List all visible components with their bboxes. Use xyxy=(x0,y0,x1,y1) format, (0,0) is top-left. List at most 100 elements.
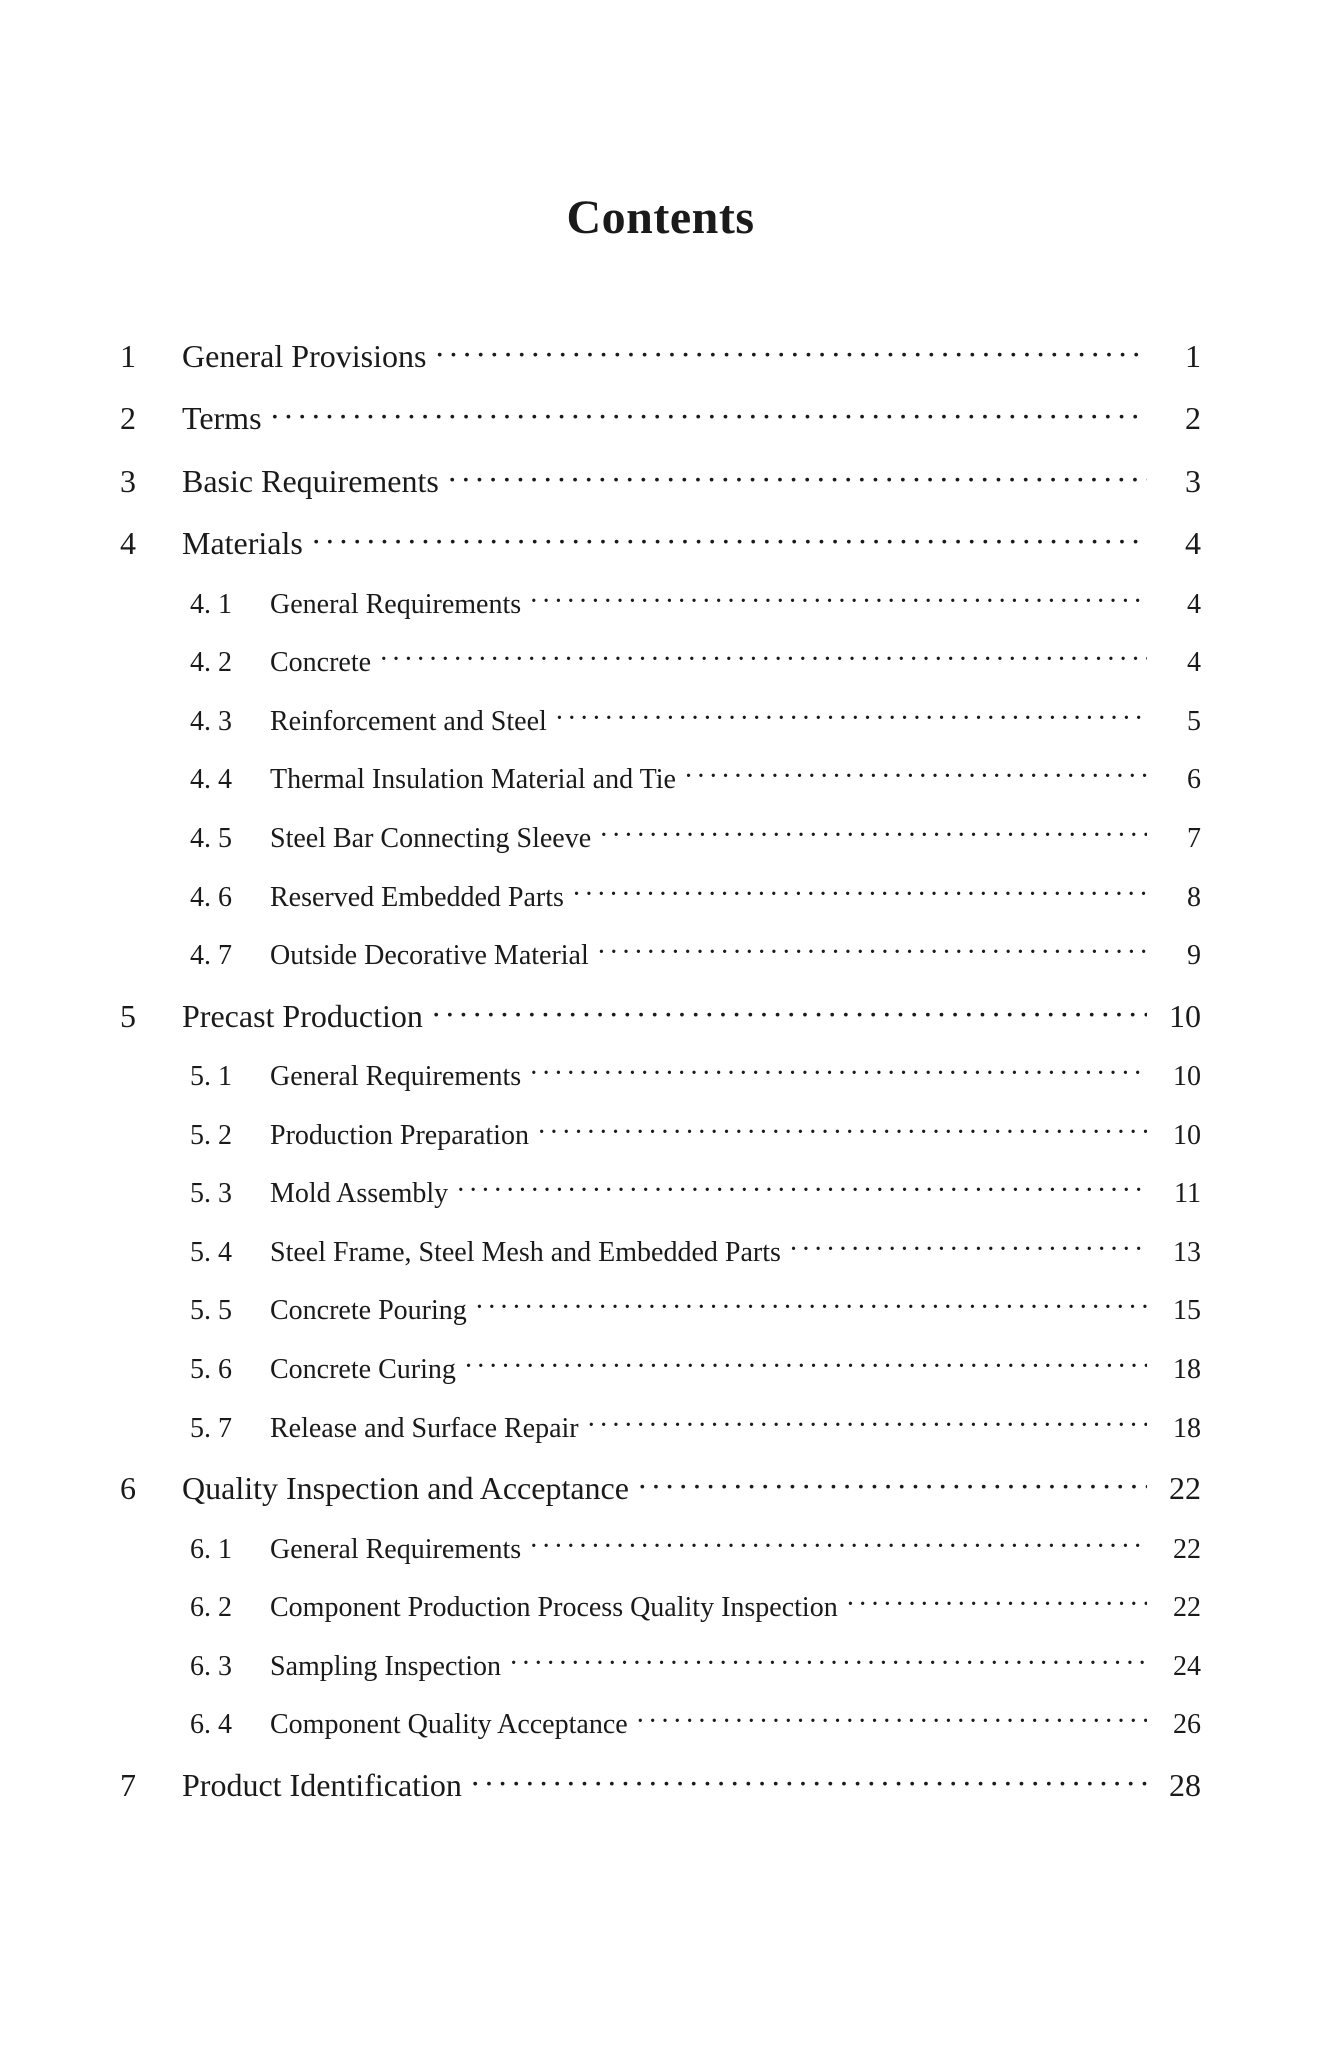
toc-dot-leader xyxy=(447,460,1147,492)
toc-entry-page: 7 xyxy=(1155,822,1201,856)
toc-entry-label: General Requirements xyxy=(270,1533,521,1567)
toc-row: 5. 4Steel Frame, Steel Mesh and Embedded… xyxy=(120,1233,1201,1270)
toc-dot-leader xyxy=(599,819,1147,847)
toc-entry-number: 1 xyxy=(120,337,182,375)
toc-entry-number: 5. 5 xyxy=(190,1294,270,1328)
toc-entry-label: Release and Surface Repair xyxy=(270,1412,579,1446)
toc-dot-leader xyxy=(431,995,1147,1027)
toc-dot-leader xyxy=(846,1588,1147,1616)
toc-entry-page: 18 xyxy=(1155,1353,1201,1387)
toc-row: 2Terms2 xyxy=(120,397,1201,437)
toc-entry-number: 5. 7 xyxy=(190,1412,270,1446)
toc-row: 5Precast Production10 xyxy=(120,995,1201,1035)
toc-row: 5. 3Mold Assembly11 xyxy=(120,1174,1201,1211)
toc-entry-number: 5. 4 xyxy=(190,1236,270,1270)
toc-dot-leader xyxy=(529,585,1147,613)
toc-entry-page: 22 xyxy=(1155,1591,1201,1625)
toc-dot-leader xyxy=(509,1647,1147,1675)
toc-entry-label: Component Quality Acceptance xyxy=(270,1708,628,1742)
toc-entry-page: 28 xyxy=(1155,1766,1201,1804)
toc-entry-page: 22 xyxy=(1155,1469,1201,1507)
toc-entry-number: 4 xyxy=(120,524,182,562)
toc-entry-page: 4 xyxy=(1155,588,1201,622)
toc-entry-label: Steel Bar Connecting Sleeve xyxy=(270,822,591,856)
toc-entry-label: Component Production Process Quality Ins… xyxy=(270,1591,838,1625)
toc-entry-number: 5. 6 xyxy=(190,1353,270,1387)
toc-entry-page: 26 xyxy=(1155,1708,1201,1742)
toc-entry-page: 13 xyxy=(1155,1236,1201,1270)
toc-row: 1General Provisions1 xyxy=(120,335,1201,375)
toc-entry-page: 3 xyxy=(1155,462,1201,500)
toc-row: 5. 2Production Preparation10 xyxy=(120,1116,1201,1153)
toc-entry-page: 15 xyxy=(1155,1294,1201,1328)
toc-dot-leader xyxy=(684,760,1147,788)
toc-entry-page: 8 xyxy=(1155,881,1201,915)
toc-row: 4. 7Outside Decorative Material 9 xyxy=(120,936,1201,973)
toc-entry-label: General Provisions xyxy=(182,337,426,375)
toc-dot-leader xyxy=(636,1705,1147,1733)
toc-row: 4. 4Thermal Insulation Material and Tie6 xyxy=(120,760,1201,797)
toc-entry-number: 6 xyxy=(120,1469,182,1507)
toc-row: 6. 3Sampling Inspection24 xyxy=(120,1647,1201,1684)
toc-dot-leader xyxy=(637,1467,1147,1499)
toc-entry-number: 6. 3 xyxy=(190,1650,270,1684)
toc-row: 4. 1General Requirements4 xyxy=(120,585,1201,622)
page-title: Contents xyxy=(120,190,1201,245)
toc-entry-number: 6. 2 xyxy=(190,1591,270,1625)
toc-entry-label: Concrete xyxy=(270,646,371,680)
toc-entry-page: 11 xyxy=(1155,1177,1201,1211)
toc-entry-label: Concrete Curing xyxy=(270,1353,456,1387)
toc-entry-number: 6. 1 xyxy=(190,1533,270,1567)
toc-entry-page: 5 xyxy=(1155,705,1201,739)
toc-dot-leader xyxy=(464,1350,1147,1378)
toc-entry-page: 22 xyxy=(1155,1533,1201,1567)
toc-dot-leader xyxy=(572,878,1147,906)
toc-entry-label: Quality Inspection and Acceptance xyxy=(182,1469,629,1507)
toc-entry-page: 10 xyxy=(1155,1060,1201,1094)
toc-entry-page: 10 xyxy=(1155,1119,1201,1153)
toc-row: 3Basic Requirements3 xyxy=(120,460,1201,500)
toc-entry-number: 2 xyxy=(120,399,182,437)
toc-row: 4. 2Concrete4 xyxy=(120,643,1201,680)
toc-entry-number: 4. 3 xyxy=(190,705,270,739)
toc-entry-page: 4 xyxy=(1155,524,1201,562)
toc-entry-number: 4. 7 xyxy=(190,939,270,973)
toc-entry-number: 5 xyxy=(120,997,182,1035)
toc-entry-label: Thermal Insulation Material and Tie xyxy=(270,763,676,797)
toc-row: 6. 1General Requirements 22 xyxy=(120,1530,1201,1567)
toc-entry-page: 4 xyxy=(1155,646,1201,680)
toc-row: 7Product Identification28 xyxy=(120,1764,1201,1804)
toc-entry-number: 4. 1 xyxy=(190,588,270,622)
table-of-contents: 1General Provisions12Terms23Basic Requir… xyxy=(120,335,1201,1804)
toc-row: 5. 7Release and Surface Repair18 xyxy=(120,1409,1201,1446)
toc-dot-leader xyxy=(475,1291,1147,1319)
toc-entry-label: Reserved Embedded Parts xyxy=(270,881,564,915)
toc-entry-page: 2 xyxy=(1155,399,1201,437)
toc-dot-leader xyxy=(470,1764,1147,1796)
toc-entry-label: Basic Requirements xyxy=(182,462,439,500)
toc-entry-label: Outside Decorative Material xyxy=(270,939,589,973)
toc-row: 6. 4Component Quality Acceptance 26 xyxy=(120,1705,1201,1742)
toc-entry-number: 4. 5 xyxy=(190,822,270,856)
toc-entry-page: 1 xyxy=(1155,337,1201,375)
toc-entry-number: 6. 4 xyxy=(190,1708,270,1742)
page: Contents 1General Provisions12Terms23Bas… xyxy=(0,0,1331,2048)
toc-row: 5. 1General Requirements10 xyxy=(120,1057,1201,1094)
toc-row: 6Quality Inspection and Acceptance 22 xyxy=(120,1467,1201,1507)
toc-entry-page: 6 xyxy=(1155,763,1201,797)
toc-dot-leader xyxy=(537,1116,1147,1144)
toc-entry-number: 5. 2 xyxy=(190,1119,270,1153)
toc-entry-label: Reinforcement and Steel xyxy=(270,705,547,739)
toc-row: 5. 6Concrete Curing 18 xyxy=(120,1350,1201,1387)
toc-dot-leader xyxy=(587,1409,1147,1437)
toc-entry-label: Materials xyxy=(182,524,303,562)
toc-entry-page: 24 xyxy=(1155,1650,1201,1684)
toc-row: 4Materials4 xyxy=(120,522,1201,562)
toc-row: 4. 6Reserved Embedded Parts8 xyxy=(120,878,1201,915)
toc-entry-page: 9 xyxy=(1155,939,1201,973)
toc-dot-leader xyxy=(789,1233,1147,1261)
toc-entry-number: 5. 1 xyxy=(190,1060,270,1094)
toc-row: 4. 3Reinforcement and Steel 5 xyxy=(120,702,1201,739)
toc-entry-label: Concrete Pouring xyxy=(270,1294,467,1328)
toc-entry-label: Precast Production xyxy=(182,997,423,1035)
